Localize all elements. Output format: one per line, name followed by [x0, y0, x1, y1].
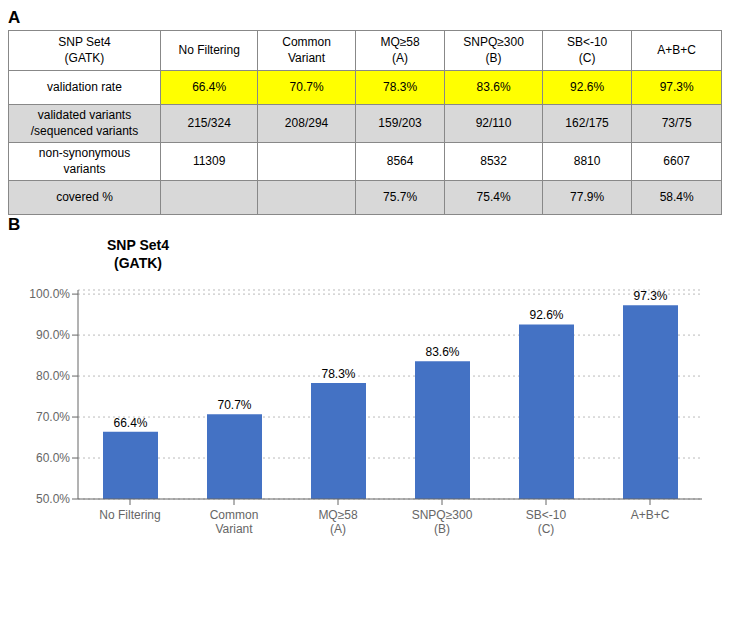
- html-text:SNP Set4 (GATK): SNP Set4 (GATK): [107, 237, 169, 271]
- html-text:159/203: 159/203: [378, 115, 422, 130]
- html-text:6607: 6607: [663, 154, 690, 168]
- svg-text:50.0%: 50.0%: [36, 493, 70, 507]
- svg-text:No Filtering: No Filtering: [99, 508, 160, 522]
- html-text:77.9%: 77.9%: [570, 190, 605, 205]
- svg-text:SNPQ≥300(B): SNPQ≥300(B): [412, 508, 473, 536]
- html-text:8810: 8810: [573, 154, 601, 168]
- html-text:215/324: 215/324: [187, 115, 231, 130]
- svg-text:CommonVariant: CommonVariant: [210, 508, 259, 536]
- html-text:73/75: 73/75: [661, 115, 692, 130]
- svg-text:66.4%: 66.4%: [113, 416, 147, 430]
- html-text:162/175: 162/175: [565, 115, 609, 130]
- html-text:A: A: [8, 8, 21, 27]
- svg-text:MQ≥58(A): MQ≥58(A): [318, 508, 358, 536]
- html-text:SNPQ≥300 (B): SNPQ≥300 (B): [463, 34, 524, 65]
- svg-text:78.3%: 78.3%: [321, 367, 355, 381]
- svg-text:92.6%: 92.6%: [529, 309, 563, 323]
- html-text:validation rate: validation rate: [47, 79, 122, 94]
- html-text:A+B+C: A+B+C: [657, 42, 696, 57]
- svg-text:70.7%: 70.7%: [217, 399, 251, 413]
- svg-text:90.0%: 90.0%: [36, 329, 70, 343]
- html-text:non-synonymous variants: non-synonymous variants: [38, 146, 131, 176]
- html-text:8532: 8532: [480, 154, 507, 168]
- svg-text:70.0%: 70.0%: [36, 411, 70, 425]
- svg-text:100.0%: 100.0%: [29, 288, 70, 302]
- html-text:208/294: 208/294: [284, 115, 329, 130]
- html-text:75.7%: 75.7%: [383, 190, 418, 205]
- html-text:Common Variant: Common Variant: [282, 34, 331, 65]
- svg-text:SB<-10(C): SB<-10(C): [526, 508, 567, 536]
- html-text:8564: 8564: [386, 154, 414, 168]
- svg-text:60.0%: 60.0%: [36, 452, 70, 466]
- html-text:58.4%: 58.4%: [659, 190, 694, 205]
- html-text:92/110: 92/110: [475, 115, 512, 130]
- svg-text:97.3%: 97.3%: [633, 290, 667, 304]
- html-text:No Filtering: No Filtering: [178, 42, 240, 57]
- html-text:83.6%: 83.6%: [476, 79, 511, 94]
- html-text:75.4%: 75.4%: [476, 190, 511, 205]
- html-text:97.3%: 97.3%: [659, 79, 694, 94]
- html-text:SNP Set4 (GATK): SNP Set4 (GATK): [58, 34, 111, 65]
- html-text:78.3%: 78.3%: [383, 79, 418, 94]
- html-text:validated variants /sequenced: validated variants /sequenced variants: [30, 108, 139, 138]
- html-text:66.4%: 66.4%: [192, 79, 227, 94]
- html-text:MQ≥58 (A): MQ≥58 (A): [380, 34, 420, 65]
- svg-text:80.0%: 80.0%: [36, 370, 70, 384]
- svg-text:83.6%: 83.6%: [425, 346, 459, 360]
- html-text:92.6%: 92.6%: [570, 79, 605, 94]
- html-text:B: B: [8, 215, 21, 235]
- html-text:SB<-10 (C): SB<-10 (C): [566, 34, 608, 65]
- svg-text:A+B+C: A+B+C: [631, 508, 670, 522]
- html-text:70.7%: 70.7%: [289, 79, 324, 94]
- html-text:11309: 11309: [192, 154, 226, 168]
- html-text:covered %: covered %: [56, 190, 113, 205]
